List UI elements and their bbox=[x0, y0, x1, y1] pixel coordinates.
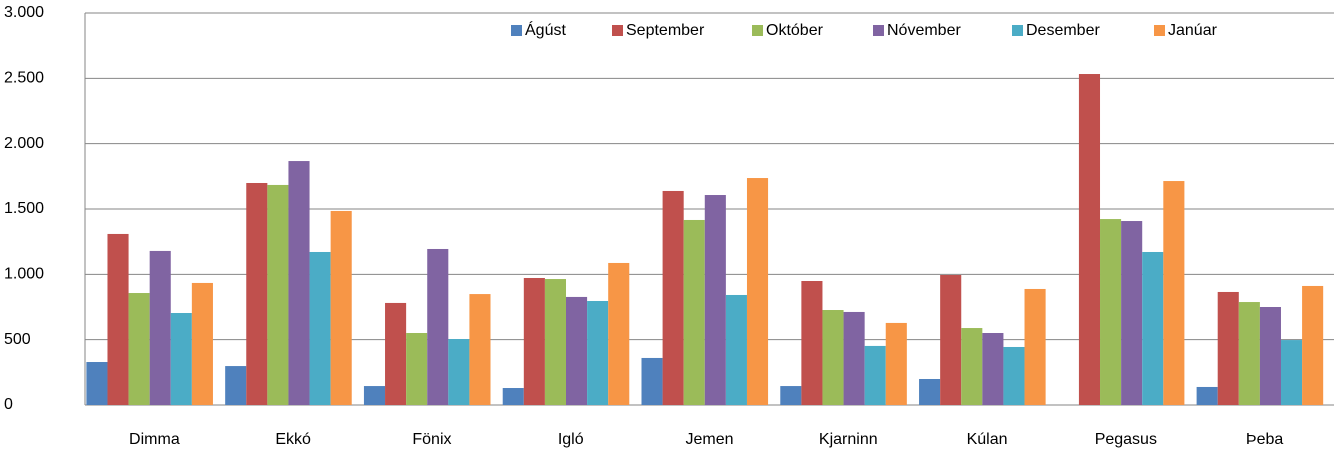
bar bbox=[780, 386, 802, 405]
bar bbox=[330, 210, 352, 405]
y-tick-label: 500 bbox=[4, 331, 31, 348]
bar bbox=[1280, 340, 1303, 405]
legend-swatch bbox=[612, 25, 623, 36]
x-tick-label: Kjarninn bbox=[819, 431, 878, 448]
bar bbox=[1024, 288, 1046, 405]
bar bbox=[662, 190, 684, 405]
bar bbox=[864, 345, 886, 405]
bar bbox=[801, 280, 823, 405]
y-tick-label: 3.000 bbox=[4, 4, 44, 21]
bar bbox=[448, 339, 470, 405]
bar bbox=[919, 378, 941, 405]
bar bbox=[1259, 307, 1281, 405]
bar bbox=[1100, 219, 1122, 405]
bar bbox=[608, 262, 630, 405]
bar bbox=[683, 219, 705, 405]
y-tick-label: 0 bbox=[4, 396, 13, 413]
bar bbox=[149, 250, 171, 405]
bar bbox=[502, 388, 524, 405]
bar bbox=[427, 248, 449, 405]
bar bbox=[246, 182, 268, 405]
legend-swatch bbox=[511, 25, 522, 36]
bar bbox=[385, 302, 407, 405]
y-tick-label: 2.000 bbox=[4, 135, 44, 152]
bar bbox=[1238, 302, 1260, 405]
bar bbox=[587, 300, 609, 405]
legend-label: Október bbox=[766, 22, 824, 39]
x-tick-label: Ekkó bbox=[275, 431, 311, 448]
bar bbox=[1003, 346, 1025, 405]
x-tick-label: Jemen bbox=[685, 431, 733, 448]
x-tick-label: Pegasus bbox=[1095, 431, 1157, 448]
bar bbox=[566, 296, 588, 405]
legend-swatch bbox=[752, 25, 763, 36]
bar bbox=[191, 282, 213, 405]
bar bbox=[363, 386, 386, 405]
bar bbox=[1196, 386, 1218, 405]
bar bbox=[1217, 291, 1239, 405]
bar bbox=[267, 184, 289, 405]
legend-label: Nóvember bbox=[887, 22, 961, 39]
bar bbox=[225, 366, 247, 405]
bar bbox=[544, 279, 567, 405]
legend-label: Desember bbox=[1026, 22, 1100, 39]
x-tick-label: Þeba bbox=[1246, 431, 1283, 448]
bar bbox=[523, 277, 545, 405]
bar bbox=[746, 178, 769, 405]
bar bbox=[128, 293, 150, 405]
bar bbox=[822, 310, 844, 405]
bar bbox=[1163, 181, 1185, 405]
x-tick-label: Kúlan bbox=[967, 431, 1008, 448]
y-tick-label: 2.500 bbox=[4, 70, 44, 87]
bar bbox=[86, 362, 108, 405]
y-tick-label: 1.500 bbox=[4, 200, 44, 217]
legend-swatch bbox=[1154, 25, 1165, 36]
bar bbox=[641, 357, 663, 405]
bar bbox=[288, 161, 310, 405]
bar bbox=[982, 333, 1004, 405]
x-tick-label: Dimma bbox=[129, 431, 180, 448]
legend-swatch bbox=[873, 25, 884, 36]
y-tick-label: 1.000 bbox=[4, 266, 44, 283]
bar bbox=[469, 294, 491, 405]
bar bbox=[309, 251, 331, 405]
bar bbox=[843, 311, 865, 405]
legend-label: Ágúst bbox=[525, 20, 566, 39]
legend-label: September bbox=[626, 22, 705, 39]
legend-label: Janúar bbox=[1168, 22, 1218, 39]
bar bbox=[1078, 74, 1101, 405]
x-tick-label: Fönix bbox=[412, 431, 451, 448]
bar bbox=[940, 274, 962, 405]
bar bbox=[107, 233, 129, 405]
bar bbox=[1121, 221, 1143, 405]
legend-swatch bbox=[1012, 25, 1023, 36]
bar bbox=[1142, 251, 1164, 405]
bar bbox=[725, 294, 747, 405]
bar bbox=[961, 328, 983, 405]
bar bbox=[170, 313, 192, 405]
bar bbox=[406, 333, 428, 405]
bar bbox=[885, 322, 907, 405]
bar bbox=[1302, 285, 1324, 405]
bar bbox=[704, 195, 726, 405]
x-tick-label: Igló bbox=[558, 431, 584, 448]
